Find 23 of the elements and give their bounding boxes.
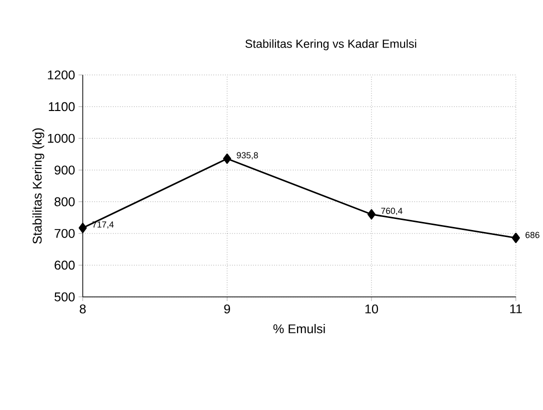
y-tick-label: 700 <box>54 229 75 238</box>
data-label: 686 <box>526 232 540 238</box>
point <box>512 232 520 244</box>
x-tick-label: 8 <box>80 304 86 314</box>
y-tick-label: 1200 <box>48 70 75 80</box>
y-tick-label: 900 <box>54 166 75 175</box>
y-tick-label: 800 <box>54 197 75 206</box>
x-tick-label: 9 <box>224 304 230 314</box>
data-label: 717,4 <box>92 222 114 229</box>
data-label: 760,4 <box>381 208 402 216</box>
x-tick-label: 11 <box>510 304 522 314</box>
y-tick-label: 600 <box>54 260 75 270</box>
data-label: 935,8 <box>236 152 258 160</box>
point <box>367 209 376 220</box>
point <box>78 222 87 234</box>
x-tick-label: 10 <box>365 304 378 314</box>
x-axis-title: % Emulsi <box>273 324 325 334</box>
point <box>223 154 232 164</box>
y-tick-label: 1100 <box>48 102 75 112</box>
y-tick-label: 1000 <box>48 134 75 143</box>
chart-title: Stabilitas Kering vs Kadar Emulsi <box>245 39 416 50</box>
y-tick-label: 500 <box>54 292 75 302</box>
y-axis-title: Stabilitas Kering (kg) <box>32 128 44 244</box>
